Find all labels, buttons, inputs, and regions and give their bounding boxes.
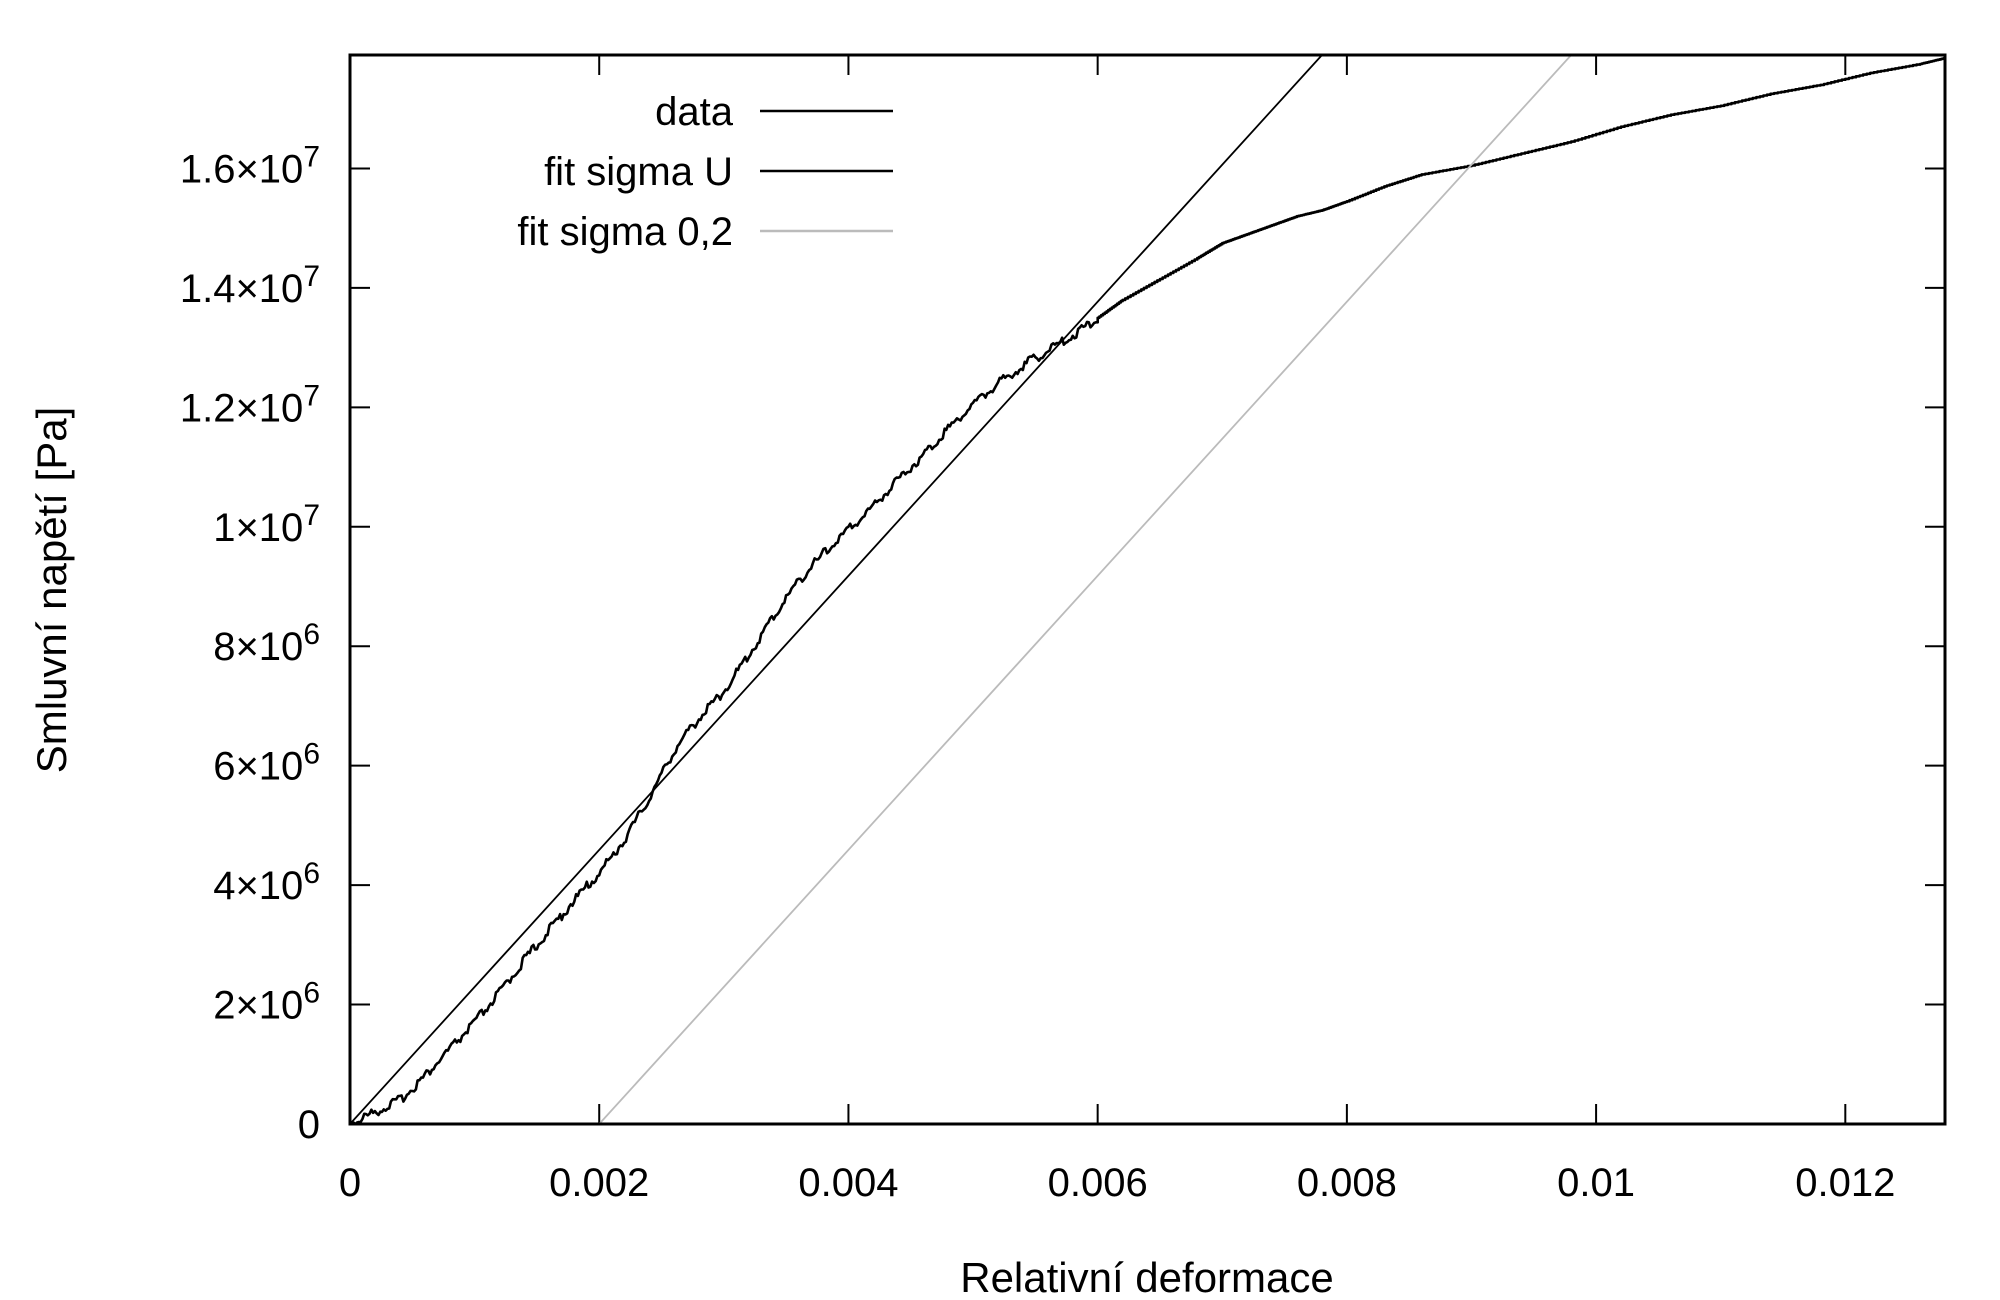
y-tick-exponent: 6 — [303, 857, 320, 890]
y-tick-label: 1.6×107 — [180, 140, 320, 191]
y-tick-mantissa: 1×10 — [213, 506, 303, 550]
y-tick-exponent: 7 — [303, 499, 320, 532]
x-axis-label: Relativní deformace — [960, 1254, 1334, 1300]
x-tick-label: 0.004 — [798, 1161, 898, 1205]
y-tick-label: 0 — [298, 1103, 320, 1147]
y-tick-label: 8×106 — [213, 618, 320, 669]
x-tick-label: 0 — [339, 1161, 361, 1205]
y-tick-mantissa: 4×10 — [213, 864, 303, 908]
x-tick-label: 0.01 — [1557, 1161, 1635, 1205]
y-tick-label: 1.4×107 — [180, 260, 320, 311]
y-tick-label: 1×107 — [213, 499, 320, 550]
labels-layer: 0 0.002 0.004 0.006 0.008 0.01 0.01202×1064×10… — [180, 140, 1896, 1205]
y-tick-label: 4×106 — [213, 857, 320, 908]
x-tick-label: 0.002 — [549, 1161, 649, 1205]
y-tick-label: 2×106 — [213, 977, 320, 1028]
y-tick-mantissa: 2×10 — [213, 984, 303, 1028]
ticks-layer — [349, 55, 1945, 1125]
plot-frame — [348, 53, 1947, 1126]
x-tick-label: 0.008 — [1297, 1161, 1397, 1205]
y-tick-exponent: 7 — [303, 379, 320, 412]
y-tick-exponent: 6 — [303, 618, 320, 651]
y-tick-mantissa: 8×10 — [213, 625, 303, 669]
y-tick-exponent: 7 — [303, 140, 320, 173]
y-tick-exponent: 7 — [303, 260, 320, 293]
y-tick-mantissa: 1.6×10 — [180, 147, 303, 191]
series-line-2 — [598, 55, 1572, 1124]
legend-label: fit sigma 0,2 — [517, 210, 733, 254]
x-tick-label: 0.006 — [1048, 1161, 1148, 1205]
y-tick-label: 1.2×107 — [180, 379, 320, 430]
y-axis-label: Smluvní napětí [Pa] — [28, 407, 75, 774]
y-tick-mantissa: 1.2×10 — [180, 386, 303, 430]
legend-label: fit sigma U — [544, 150, 733, 194]
y-tick-mantissa: 0 — [298, 1103, 320, 1147]
y-tick-exponent: 6 — [303, 977, 320, 1010]
series-layer — [350, 55, 1945, 1124]
y-tick-exponent: 6 — [303, 738, 320, 771]
series-line-1 — [350, 55, 1323, 1124]
y-tick-label: 6×106 — [213, 738, 320, 789]
y-tick-mantissa: 1.4×10 — [180, 267, 303, 311]
legend: data fit sigma U fit sigma 0,2 — [517, 90, 893, 254]
series-line-0 — [350, 56, 1945, 1124]
x-tick-label: 0.012 — [1795, 1161, 1895, 1205]
legend-label: data — [655, 90, 734, 134]
y-tick-mantissa: 6×10 — [213, 745, 303, 789]
